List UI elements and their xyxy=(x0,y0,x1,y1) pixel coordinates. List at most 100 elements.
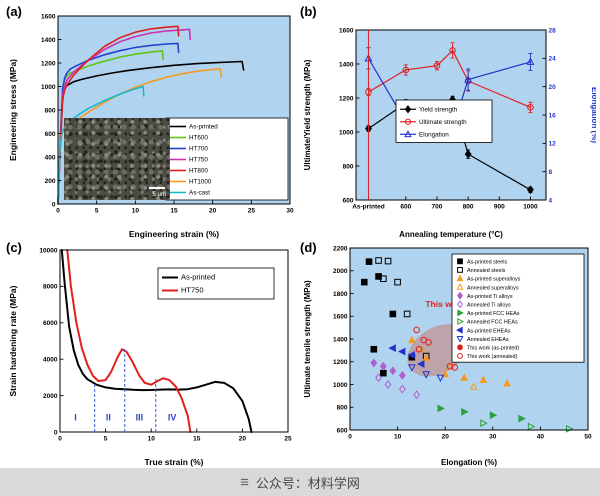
svg-text:0: 0 xyxy=(54,429,58,436)
svg-text:HT600: HT600 xyxy=(189,135,208,142)
svg-text:1000: 1000 xyxy=(41,84,56,91)
svg-text:0: 0 xyxy=(52,201,56,208)
svg-text:Elongation: Elongation xyxy=(419,131,449,138)
svg-text:1600: 1600 xyxy=(339,27,354,34)
svg-text:50: 50 xyxy=(584,434,592,441)
svg-text:600: 600 xyxy=(400,204,411,211)
svg-text:This work (annealed): This work (annealed) xyxy=(467,354,518,360)
svg-text:As-printed: As-printed xyxy=(181,273,215,282)
svg-text:25: 25 xyxy=(284,436,292,443)
svg-text:4000: 4000 xyxy=(43,357,58,364)
panel-b: (b) As-printed 600 700 800 900 1000 600 800 1000… xyxy=(300,4,599,240)
svg-text:20: 20 xyxy=(549,84,557,91)
svg-text:30: 30 xyxy=(286,208,294,215)
svg-text:20: 20 xyxy=(209,208,217,215)
svg-text:1400: 1400 xyxy=(333,336,348,343)
svg-text:0: 0 xyxy=(348,434,352,441)
svg-text:As-printed: As-printed xyxy=(189,124,218,131)
svg-text:600: 600 xyxy=(45,131,56,138)
svg-text:20: 20 xyxy=(442,434,450,441)
svg-text:As-cast: As-cast xyxy=(189,190,210,197)
svg-text:10: 10 xyxy=(148,436,156,443)
svg-text:1600: 1600 xyxy=(41,13,56,20)
svg-text:1600: 1600 xyxy=(333,314,348,321)
svg-text:20: 20 xyxy=(239,436,247,443)
svg-text:900: 900 xyxy=(494,204,505,211)
svg-text:IV: IV xyxy=(168,413,177,423)
svg-text:Engineering strain (%): Engineering strain (%) xyxy=(129,229,219,239)
chart-svg-c: 0 5 10 15 20 25 0 2000 4000 6000 8000 10000 True str… xyxy=(8,247,292,467)
svg-text:700: 700 xyxy=(432,204,443,211)
svg-text:15: 15 xyxy=(193,436,201,443)
scale-bar xyxy=(149,187,165,189)
svg-text:800: 800 xyxy=(337,405,348,412)
svg-text:Ultimate tensile strength (MPa: Ultimate tensile strength (MPa) xyxy=(303,280,312,398)
svg-text:HT750: HT750 xyxy=(181,286,204,295)
svg-text:5: 5 xyxy=(95,208,99,215)
svg-text:0: 0 xyxy=(56,208,60,215)
svg-text:HT700: HT700 xyxy=(189,146,208,153)
svg-text:1200: 1200 xyxy=(41,60,56,67)
svg-text:200: 200 xyxy=(45,178,56,185)
svg-text:As-printed FCC HEAs: As-printed FCC HEAs xyxy=(467,311,520,317)
svg-text:Annealing temperature (°C): Annealing temperature (°C) xyxy=(399,230,503,239)
svg-text:40: 40 xyxy=(537,434,545,441)
svg-text:1400: 1400 xyxy=(339,61,354,68)
svg-text:Annealed superalloys: Annealed superalloys xyxy=(467,285,519,291)
svg-text:Annealed Ti alloys: Annealed Ti alloys xyxy=(467,303,511,309)
svg-text:2000: 2000 xyxy=(43,393,58,400)
strength-elongation-scatter-chart: 0 10 20 30 40 50 600 800 1000 1200 1400 1600 1800 200… xyxy=(300,240,596,468)
svg-text:As-printed: As-printed xyxy=(352,204,385,211)
annealing-temperature-chart: As-printed 600 700 800 900 1000 600 800 1000 1200… xyxy=(300,4,599,240)
watermark-icon: ≡ xyxy=(240,473,249,491)
svg-text:1000: 1000 xyxy=(333,382,348,389)
panel-a-label: (a) xyxy=(6,4,22,19)
svg-text:As-printed steels: As-printed steels xyxy=(467,260,507,266)
svg-text:8000: 8000 xyxy=(43,284,58,291)
svg-text:600: 600 xyxy=(337,427,348,434)
svg-text:1800: 1800 xyxy=(333,291,348,298)
chart-svg-b: As-printed 600 700 800 900 100060080010001200… xyxy=(303,27,599,239)
svg-text:Ultimate/Yield strength (MPa): Ultimate/Yield strength (MPa) xyxy=(303,59,312,170)
svg-text:2200: 2200 xyxy=(333,245,348,252)
svg-text:Annealed steels: Annealed steels xyxy=(467,268,506,274)
svg-text:1200: 1200 xyxy=(339,95,354,102)
svg-text:1000: 1000 xyxy=(523,204,538,211)
svg-text:800: 800 xyxy=(343,163,354,170)
svg-text:800: 800 xyxy=(45,107,56,114)
svg-text:Strain hardening rate (MPa): Strain hardening rate (MPa) xyxy=(8,285,18,396)
svg-text:10000: 10000 xyxy=(39,247,57,254)
svg-text:I: I xyxy=(74,413,77,423)
svg-text:1200: 1200 xyxy=(333,359,348,366)
svg-text:Elongation (%): Elongation (%) xyxy=(441,458,497,467)
svg-text:As-printed EHEAs: As-printed EHEAs xyxy=(467,328,511,334)
svg-text:As-printed Ti alloys: As-printed Ti alloys xyxy=(467,294,513,300)
svg-text:400: 400 xyxy=(45,154,56,161)
watermark-bar: ≡ 公众号：材料学网 xyxy=(0,468,600,496)
svg-text:This work (as-printed): This work (as-printed) xyxy=(467,346,519,352)
svg-text:Yield strength: Yield strength xyxy=(419,106,458,113)
svg-text:10: 10 xyxy=(132,208,140,215)
chart-svg-d: 0 10 20 30 40 50 600 800 1000 1200 1400 1600 1800 200… xyxy=(303,245,592,467)
svg-text:25: 25 xyxy=(248,208,256,215)
svg-text:HT1000: HT1000 xyxy=(189,179,212,186)
svg-text:Ultimate strength: Ultimate strength xyxy=(419,119,467,126)
svg-text:12: 12 xyxy=(549,141,557,148)
panel-a: (a) 0 5 10 15 20 25 30 0 200 400 600 800 1000 1200 140… xyxy=(6,4,298,240)
svg-text:28: 28 xyxy=(549,27,557,34)
svg-text:III: III xyxy=(136,413,144,423)
svg-text:6000: 6000 xyxy=(43,320,58,327)
panel-c-label: (c) xyxy=(6,240,22,255)
svg-text:600: 600 xyxy=(343,197,354,204)
svg-text:True strain (%): True strain (%) xyxy=(144,457,203,467)
svg-text:1000: 1000 xyxy=(339,129,354,136)
svg-text:Annealed EHEAs: Annealed EHEAs xyxy=(467,337,509,343)
svg-text:15: 15 xyxy=(170,208,178,215)
svg-text:Elongation (%): Elongation (%) xyxy=(590,87,596,143)
svg-text:0: 0 xyxy=(58,436,62,443)
svg-text:800: 800 xyxy=(463,204,474,211)
svg-text:HT800: HT800 xyxy=(189,168,208,175)
sem-inset-image: 5 μm xyxy=(64,118,170,200)
svg-text:As-printed superalloys: As-printed superalloys xyxy=(467,277,521,283)
